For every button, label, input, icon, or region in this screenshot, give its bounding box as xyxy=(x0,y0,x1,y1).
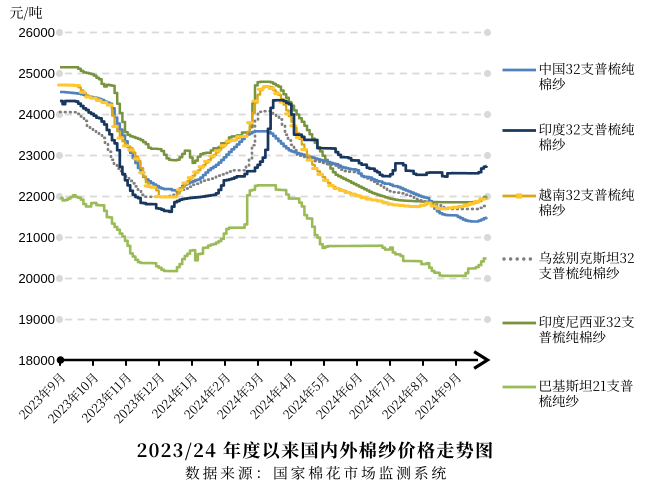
svg-text:24000: 24000 xyxy=(18,107,55,122)
svg-text:21000: 21000 xyxy=(18,230,55,245)
svg-text:25000: 25000 xyxy=(18,66,55,81)
svg-text:19000: 19000 xyxy=(18,312,55,327)
svg-text:23000: 23000 xyxy=(18,148,55,163)
svg-text:18000: 18000 xyxy=(18,353,55,368)
svg-text:20000: 20000 xyxy=(18,271,55,286)
svg-text:26000: 26000 xyxy=(18,25,55,40)
svg-text:22000: 22000 xyxy=(18,189,55,204)
